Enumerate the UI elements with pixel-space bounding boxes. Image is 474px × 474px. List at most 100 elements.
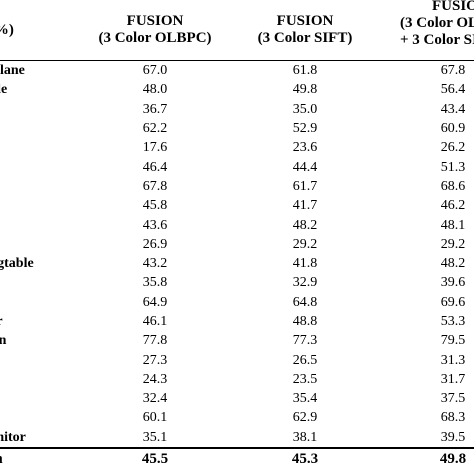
sift-value: 61.7	[292, 178, 318, 194]
combined-value: 68.6	[440, 178, 466, 194]
olbpc-value: 67.0	[142, 63, 168, 79]
combined-value: 31.7	[440, 371, 466, 387]
olbpc-value: 62.2	[142, 121, 168, 137]
combined-value: 39.5	[440, 429, 466, 445]
sift-value: 48.2	[292, 217, 318, 233]
olbpc-value: 43.2	[142, 256, 168, 272]
fusion-combined-header: FUSION (3 Color OLBPC + 3 Color SIFT)	[380, 0, 474, 61]
table-row: cat 45.8 41.7 46.2	[0, 196, 474, 215]
sift-value: 41.8	[292, 256, 318, 272]
combined-value: 26.2	[440, 140, 466, 156]
olbpc-value: 43.6	[142, 217, 168, 233]
table-row: chair 43.6 48.2 48.1	[0, 215, 474, 234]
mean-row: Mean 45.5 45.3 49.8	[0, 446, 474, 471]
table-row: boat 62.2 52.9 60.9	[0, 119, 474, 138]
table-row: motor 46.1 48.8 53.3	[0, 312, 474, 331]
sift-value: 23.5	[292, 371, 318, 387]
mean-sift-value: 45.3	[230, 446, 380, 471]
table-row: person 77.8 77.3 79.5	[0, 331, 474, 350]
header-row: AP (%) FUSION (3 Color OLBPC) FUSION (3 …	[0, 0, 474, 61]
class-label: train	[0, 408, 80, 427]
sift-value: 77.3	[292, 333, 318, 349]
olbpc-value: 60.1	[142, 410, 168, 426]
class-label: bottle	[0, 138, 80, 157]
class-label: bus	[0, 157, 80, 176]
class-label: boat	[0, 119, 80, 138]
table-row: bus 46.4 44.4 51.3	[0, 157, 474, 176]
class-label: sofa	[0, 389, 80, 408]
combined-value: 53.3	[440, 314, 466, 329]
table-row: bicycle 48.0 49.8 56.4	[0, 80, 474, 99]
sift-value: 29.2	[292, 236, 318, 252]
sift-value: 38.1	[292, 429, 318, 445]
sift-value: 32.9	[292, 275, 318, 291]
olbpc-value: 17.6	[142, 140, 168, 156]
combined-value: 60.9	[440, 121, 466, 137]
class-label: bicycle	[0, 82, 8, 98]
table-row: bird 36.7 35.0 43.4	[0, 100, 474, 119]
olbpc-value: 27.3	[142, 352, 168, 368]
class-label: car	[0, 177, 80, 196]
olbpc-value: 67.8	[142, 178, 168, 194]
class-label: dog	[0, 273, 80, 292]
mean-combined-value: 49.8	[380, 446, 474, 471]
combined-value: 67.8	[440, 63, 466, 79]
table-body: aeroplane 67.0 61.8 67.8 bicycle 48.0 49.8 56.…	[0, 61, 474, 471]
table-row: sheep 24.3 23.5 31.7	[0, 370, 474, 389]
table-row: dog 35.8 32.9 39.6	[0, 273, 474, 292]
olbpc-value: 77.8	[142, 333, 168, 349]
sift-value: 35.4	[292, 391, 318, 407]
combined-value: 69.6	[440, 294, 466, 310]
sift-value: 23.6	[292, 140, 318, 156]
table-row: tvmonitor 35.1 38.1 39.5	[0, 428, 474, 448]
sift-value: 62.9	[292, 410, 318, 426]
combined-value: 39.6	[440, 275, 466, 291]
olbpc-value: 48.0	[142, 82, 168, 98]
combined-value: 46.2	[440, 198, 466, 214]
table-row: horse 64.9 64.8 69.6	[0, 293, 474, 312]
class-label: cat	[0, 196, 80, 215]
fusion-sift-header: FUSION (3 Color SIFT)	[230, 0, 380, 61]
sift-value: 35.0	[292, 101, 318, 117]
olbpc-value: 32.4	[142, 391, 168, 407]
olbpc-value: 46.4	[142, 159, 168, 175]
combined-value: 56.4	[440, 82, 466, 98]
olbpc-value: 24.3	[142, 371, 168, 387]
sift-value: 52.9	[292, 121, 318, 137]
sift-value: 49.8	[292, 82, 318, 98]
olbpc-value: 45.8	[142, 198, 168, 214]
mean-olbpc-value: 45.5	[80, 446, 230, 471]
combined-value: 68.3	[440, 410, 466, 426]
fusion-olbpc-header: FUSION (3 Color OLBPC)	[80, 0, 230, 61]
olbpc-value: 26.9	[142, 236, 168, 252]
combined-value: 79.5	[440, 333, 466, 349]
combined-value: 48.1	[440, 217, 466, 233]
sift-value: 48.8	[292, 314, 318, 329]
class-label: cow	[0, 235, 80, 254]
olbpc-value: 35.1	[142, 429, 168, 445]
table-row: diningtable 43.2 41.8 48.2	[0, 254, 474, 273]
combined-value: 29.2	[440, 236, 466, 252]
row-label-header: AP (%)	[0, 0, 80, 61]
class-label: person	[0, 333, 7, 349]
olbpc-value: 64.9	[142, 294, 168, 310]
table-row: aeroplane 67.0 61.8 67.8	[0, 61, 474, 81]
table-row: bottle 17.6 23.6 26.2	[0, 138, 474, 157]
class-label: chair	[0, 215, 80, 234]
combined-value: 43.4	[440, 101, 466, 117]
class-label: aeroplane	[0, 63, 25, 79]
sift-value: 61.8	[292, 63, 318, 79]
olbpc-value: 46.1	[142, 314, 168, 329]
olbpc-value: 36.7	[142, 101, 168, 117]
table-row: car 67.8 61.7 68.6	[0, 177, 474, 196]
table-row: plant 27.3 26.5 31.3	[0, 350, 474, 369]
class-label: plant	[0, 350, 80, 369]
combined-value: 48.2	[440, 256, 466, 272]
class-label: sheep	[0, 370, 80, 389]
sift-value: 44.4	[292, 159, 318, 175]
combined-value: 31.3	[440, 352, 466, 368]
table-row: train 60.1 62.9 68.3	[0, 408, 474, 427]
class-label: diningtable	[0, 256, 34, 272]
